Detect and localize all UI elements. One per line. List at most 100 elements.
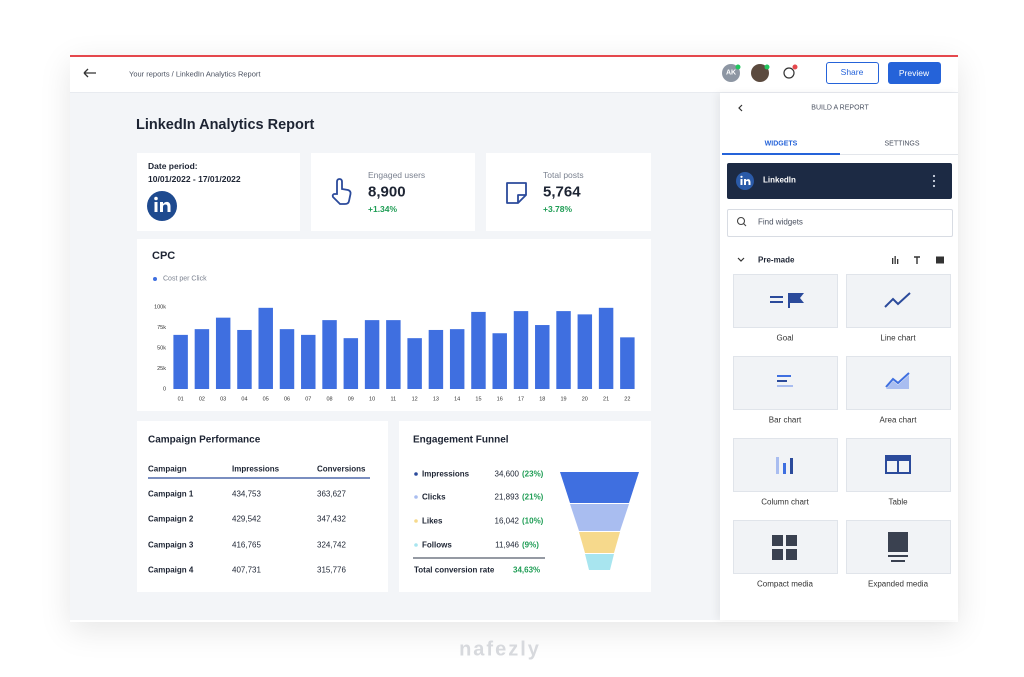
active-tab-underline[interactable] (722, 153, 840, 155)
legend-dot (414, 495, 418, 499)
report-title: LinkedIn Analytics Report (136, 117, 315, 133)
source-logo (736, 172, 754, 190)
comment-icon[interactable] (783, 67, 795, 79)
widget-tile[interactable] (733, 520, 838, 574)
funnel-percent: (23%) (522, 469, 544, 479)
bar (598, 307, 614, 389)
filter-media-icon[interactable] (936, 256, 944, 264)
funnel-value: 34,600 (494, 469, 519, 479)
y-tick-label: 25k (157, 366, 166, 372)
widget-tile[interactable] (846, 438, 951, 492)
linkedin-logo (147, 191, 177, 221)
widget-label[interactable]: Expanded media (867, 579, 929, 589)
widget-label[interactable]: Table (888, 497, 908, 507)
x-tick-label: 19 (560, 396, 566, 402)
back-arrow[interactable] (83, 68, 96, 78)
x-tick-label: 02 (199, 396, 205, 402)
search-box[interactable] (727, 209, 953, 237)
widget-label[interactable]: Goal (776, 333, 794, 343)
widget-tile[interactable] (733, 274, 838, 328)
y-tick-label: 50k (157, 345, 166, 351)
panel-title: BUILD A REPORT (811, 104, 869, 112)
funnel-percent: (21%) (522, 492, 544, 502)
y-tick-label: 0 (163, 386, 166, 392)
bar (471, 311, 486, 389)
x-tick-label: 03 (220, 396, 226, 402)
widget-tile[interactable] (846, 274, 951, 328)
tab[interactable]: SETTINGS (884, 140, 920, 148)
kpi-card (311, 153, 475, 231)
widget-label[interactable]: Column chart (761, 497, 809, 507)
bar (215, 317, 231, 389)
status-dot (735, 64, 741, 70)
preview-button[interactable] (888, 62, 941, 84)
kpi-change: +1.34% (368, 204, 398, 214)
more-menu[interactable] (932, 174, 936, 188)
x-tick-label: 08 (326, 396, 332, 402)
avatar[interactable] (722, 64, 740, 82)
table-cell: Campaign 4 (148, 565, 194, 575)
source-bar[interactable] (727, 163, 952, 199)
share-label[interactable]: Share (840, 67, 864, 77)
funnel-segment (560, 472, 639, 503)
funnel-value: 16,042 (494, 516, 519, 526)
bar (556, 311, 571, 389)
source-name[interactable]: LinkedIn (763, 175, 796, 185)
widget-tile[interactable] (733, 438, 838, 492)
tab[interactable]: WIDGETS (764, 140, 798, 148)
widget-label[interactable]: Bar chart (768, 415, 802, 425)
filter-text-icon[interactable] (914, 256, 920, 264)
x-tick-label: 11 (391, 396, 397, 402)
column-chart-icon (776, 457, 793, 474)
funnel-percent: (9%) (522, 540, 539, 550)
chart-title: CPC (152, 250, 176, 262)
line-chart-icon (884, 292, 911, 308)
bar (449, 329, 465, 389)
bar (343, 338, 359, 389)
funnel-total-value: 34,63% (513, 565, 541, 575)
funnel-stage: Clicks (422, 492, 446, 502)
panel-back[interactable] (738, 104, 743, 112)
avatar-photo[interactable] (751, 64, 769, 82)
y-tick-label: 100k (154, 304, 166, 310)
bar (279, 329, 295, 389)
x-tick-label: 05 (263, 396, 269, 402)
breadcrumb[interactable]: Your reports / LinkedIn Analytics Report (129, 69, 261, 79)
widget-label[interactable]: Line chart (880, 333, 916, 343)
date-range: 10/01/2022 - 17/01/2022 (148, 174, 241, 184)
table-cell: 324,742 (317, 540, 346, 550)
avatar-initials[interactable]: AK (725, 69, 737, 77)
filter-chart-icon[interactable] (892, 256, 899, 264)
widget-label[interactable]: Area chart (879, 415, 917, 425)
widget-label[interactable]: Compact media (756, 579, 814, 589)
table-cell: Campaign 3 (148, 540, 194, 550)
x-tick-label: 20 (582, 396, 588, 402)
bar (364, 320, 380, 389)
bar-chart-icon (777, 375, 793, 387)
collapse-icon[interactable] (737, 257, 745, 262)
preview-label[interactable]: Preview (898, 68, 930, 78)
table-cell: 434,753 (232, 489, 261, 499)
kpi-value: 5,764 (543, 183, 581, 201)
bar (301, 334, 316, 389)
bar (577, 314, 593, 389)
search-placeholder[interactable]: Find widgets (758, 217, 803, 227)
table-title: Campaign Performance (148, 434, 261, 446)
y-tick-label: 75k (157, 325, 166, 331)
x-tick-label: 12 (412, 396, 418, 402)
x-tick-label: 16 (497, 396, 503, 402)
legend-label: Cost per Click (163, 275, 207, 283)
bar (620, 337, 635, 389)
section-title[interactable]: Pre-made (758, 255, 795, 265)
note-icon (506, 182, 527, 204)
table-header: Impressions (232, 464, 280, 474)
widget-tile[interactable] (733, 356, 838, 410)
table-cell: 347,432 (317, 514, 346, 524)
share-button[interactable] (826, 62, 879, 84)
funnel-segment (579, 532, 620, 553)
search-icon (736, 216, 746, 226)
x-tick-label: 01 (178, 396, 184, 402)
x-tick-label: 13 (433, 396, 439, 402)
search-icon (743, 223, 747, 227)
